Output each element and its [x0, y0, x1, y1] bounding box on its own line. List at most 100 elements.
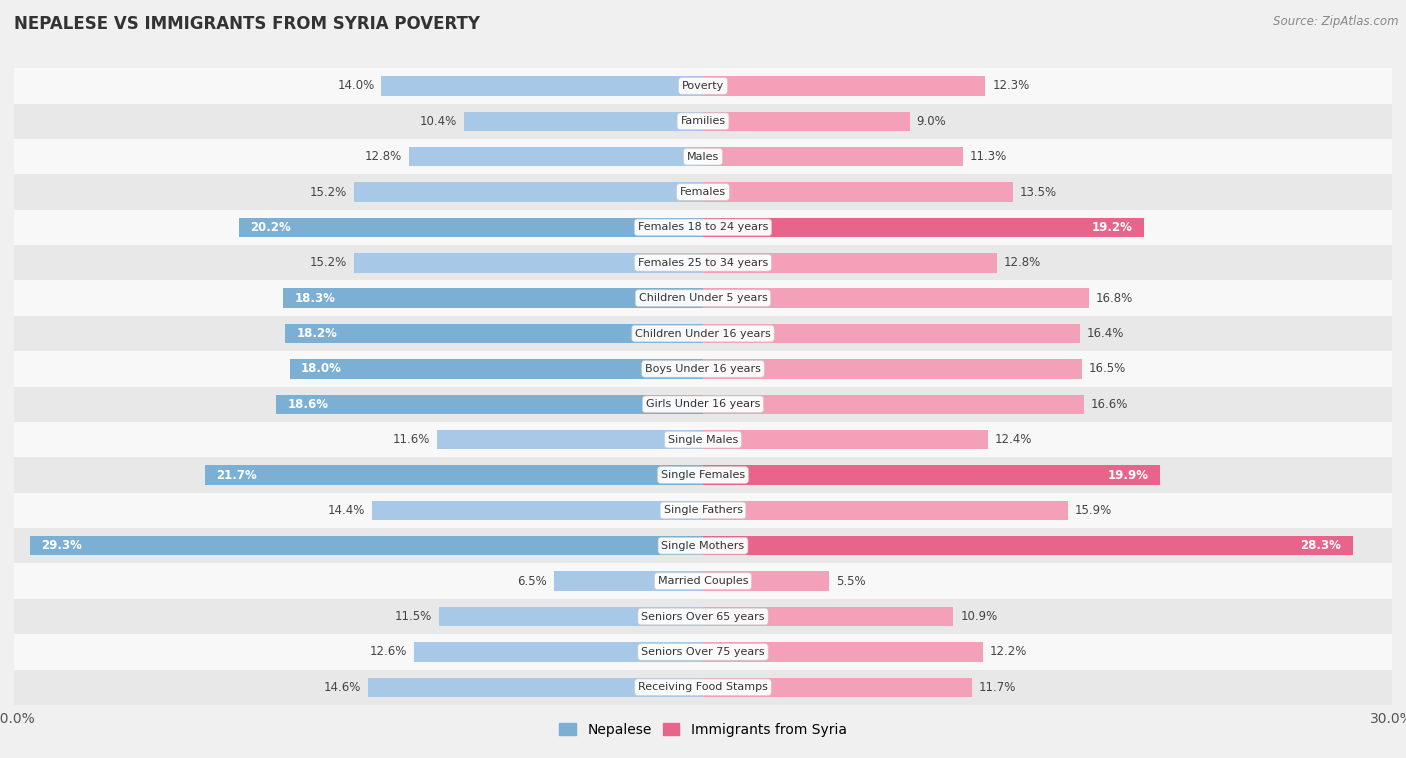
Bar: [354, 253, 703, 273]
Text: 18.3%: 18.3%: [294, 292, 335, 305]
Bar: [283, 288, 703, 308]
Text: 11.3%: 11.3%: [969, 150, 1007, 163]
Bar: [554, 572, 703, 591]
Text: 16.5%: 16.5%: [1088, 362, 1126, 375]
Text: 15.2%: 15.2%: [309, 256, 347, 269]
Legend: Nepalese, Immigrants from Syria: Nepalese, Immigrants from Syria: [554, 718, 852, 743]
Bar: [703, 253, 997, 273]
Bar: [14, 387, 1392, 422]
Bar: [381, 77, 703, 96]
Bar: [276, 394, 703, 414]
Bar: [14, 351, 1392, 387]
Text: 12.6%: 12.6%: [370, 645, 406, 659]
Text: Girls Under 16 years: Girls Under 16 years: [645, 399, 761, 409]
Bar: [14, 634, 1392, 669]
Text: 6.5%: 6.5%: [517, 575, 547, 587]
Text: Families: Families: [681, 116, 725, 127]
Text: Source: ZipAtlas.com: Source: ZipAtlas.com: [1274, 15, 1399, 28]
Text: 15.2%: 15.2%: [309, 186, 347, 199]
Text: 28.3%: 28.3%: [1301, 539, 1341, 553]
Bar: [439, 607, 703, 626]
Text: Children Under 5 years: Children Under 5 years: [638, 293, 768, 303]
Text: 18.2%: 18.2%: [297, 327, 337, 340]
Text: 12.3%: 12.3%: [993, 80, 1029, 92]
Bar: [703, 501, 1069, 520]
Bar: [14, 68, 1392, 104]
Bar: [703, 359, 1083, 379]
Text: 16.6%: 16.6%: [1091, 398, 1129, 411]
Bar: [409, 147, 703, 167]
Text: Seniors Over 65 years: Seniors Over 65 years: [641, 612, 765, 622]
Text: 11.6%: 11.6%: [392, 433, 430, 446]
Bar: [14, 599, 1392, 634]
Bar: [703, 607, 953, 626]
Text: 13.5%: 13.5%: [1019, 186, 1057, 199]
Text: 14.6%: 14.6%: [323, 681, 361, 694]
Text: Children Under 16 years: Children Under 16 years: [636, 328, 770, 339]
Bar: [14, 528, 1392, 563]
Bar: [205, 465, 703, 485]
Text: 18.0%: 18.0%: [301, 362, 342, 375]
Bar: [703, 183, 1012, 202]
Bar: [14, 139, 1392, 174]
Bar: [703, 642, 983, 662]
Text: 16.8%: 16.8%: [1095, 292, 1133, 305]
Text: Females 25 to 34 years: Females 25 to 34 years: [638, 258, 768, 268]
Bar: [14, 316, 1392, 351]
Bar: [14, 563, 1392, 599]
Bar: [14, 422, 1392, 457]
Bar: [703, 111, 910, 131]
Bar: [290, 359, 703, 379]
Text: 11.7%: 11.7%: [979, 681, 1017, 694]
Text: 12.8%: 12.8%: [1004, 256, 1040, 269]
Text: 29.3%: 29.3%: [42, 539, 83, 553]
Text: 15.9%: 15.9%: [1076, 504, 1112, 517]
Bar: [703, 147, 963, 167]
Text: 9.0%: 9.0%: [917, 114, 946, 128]
Text: Seniors Over 75 years: Seniors Over 75 years: [641, 647, 765, 657]
Text: 14.4%: 14.4%: [328, 504, 366, 517]
Bar: [239, 218, 703, 237]
Text: Single Fathers: Single Fathers: [664, 506, 742, 515]
Text: 12.2%: 12.2%: [990, 645, 1028, 659]
Bar: [354, 183, 703, 202]
Bar: [703, 536, 1353, 556]
Text: Single Mothers: Single Mothers: [661, 540, 745, 551]
Text: 14.0%: 14.0%: [337, 80, 374, 92]
Text: Females 18 to 24 years: Females 18 to 24 years: [638, 222, 768, 233]
Text: 19.2%: 19.2%: [1091, 221, 1132, 234]
Bar: [703, 678, 972, 697]
Bar: [14, 669, 1392, 705]
Bar: [703, 77, 986, 96]
Text: 11.5%: 11.5%: [395, 610, 432, 623]
Text: 20.2%: 20.2%: [250, 221, 291, 234]
Text: Single Females: Single Females: [661, 470, 745, 480]
Bar: [703, 394, 1084, 414]
Bar: [464, 111, 703, 131]
Bar: [703, 465, 1160, 485]
Text: 12.4%: 12.4%: [994, 433, 1032, 446]
Text: 5.5%: 5.5%: [837, 575, 866, 587]
Bar: [30, 536, 703, 556]
Text: 16.4%: 16.4%: [1087, 327, 1123, 340]
Bar: [373, 501, 703, 520]
Bar: [285, 324, 703, 343]
Text: Receiving Food Stamps: Receiving Food Stamps: [638, 682, 768, 692]
Bar: [703, 218, 1144, 237]
Text: NEPALESE VS IMMIGRANTS FROM SYRIA POVERTY: NEPALESE VS IMMIGRANTS FROM SYRIA POVERT…: [14, 15, 479, 33]
Bar: [703, 572, 830, 591]
Text: 12.8%: 12.8%: [366, 150, 402, 163]
Text: Married Couples: Married Couples: [658, 576, 748, 586]
Text: 18.6%: 18.6%: [287, 398, 329, 411]
Text: Females: Females: [681, 187, 725, 197]
Bar: [368, 678, 703, 697]
Bar: [703, 430, 988, 449]
Text: Poverty: Poverty: [682, 81, 724, 91]
Bar: [14, 457, 1392, 493]
Bar: [14, 104, 1392, 139]
Text: 10.4%: 10.4%: [420, 114, 457, 128]
Bar: [14, 245, 1392, 280]
Bar: [14, 280, 1392, 316]
Bar: [14, 210, 1392, 245]
Text: Males: Males: [688, 152, 718, 161]
